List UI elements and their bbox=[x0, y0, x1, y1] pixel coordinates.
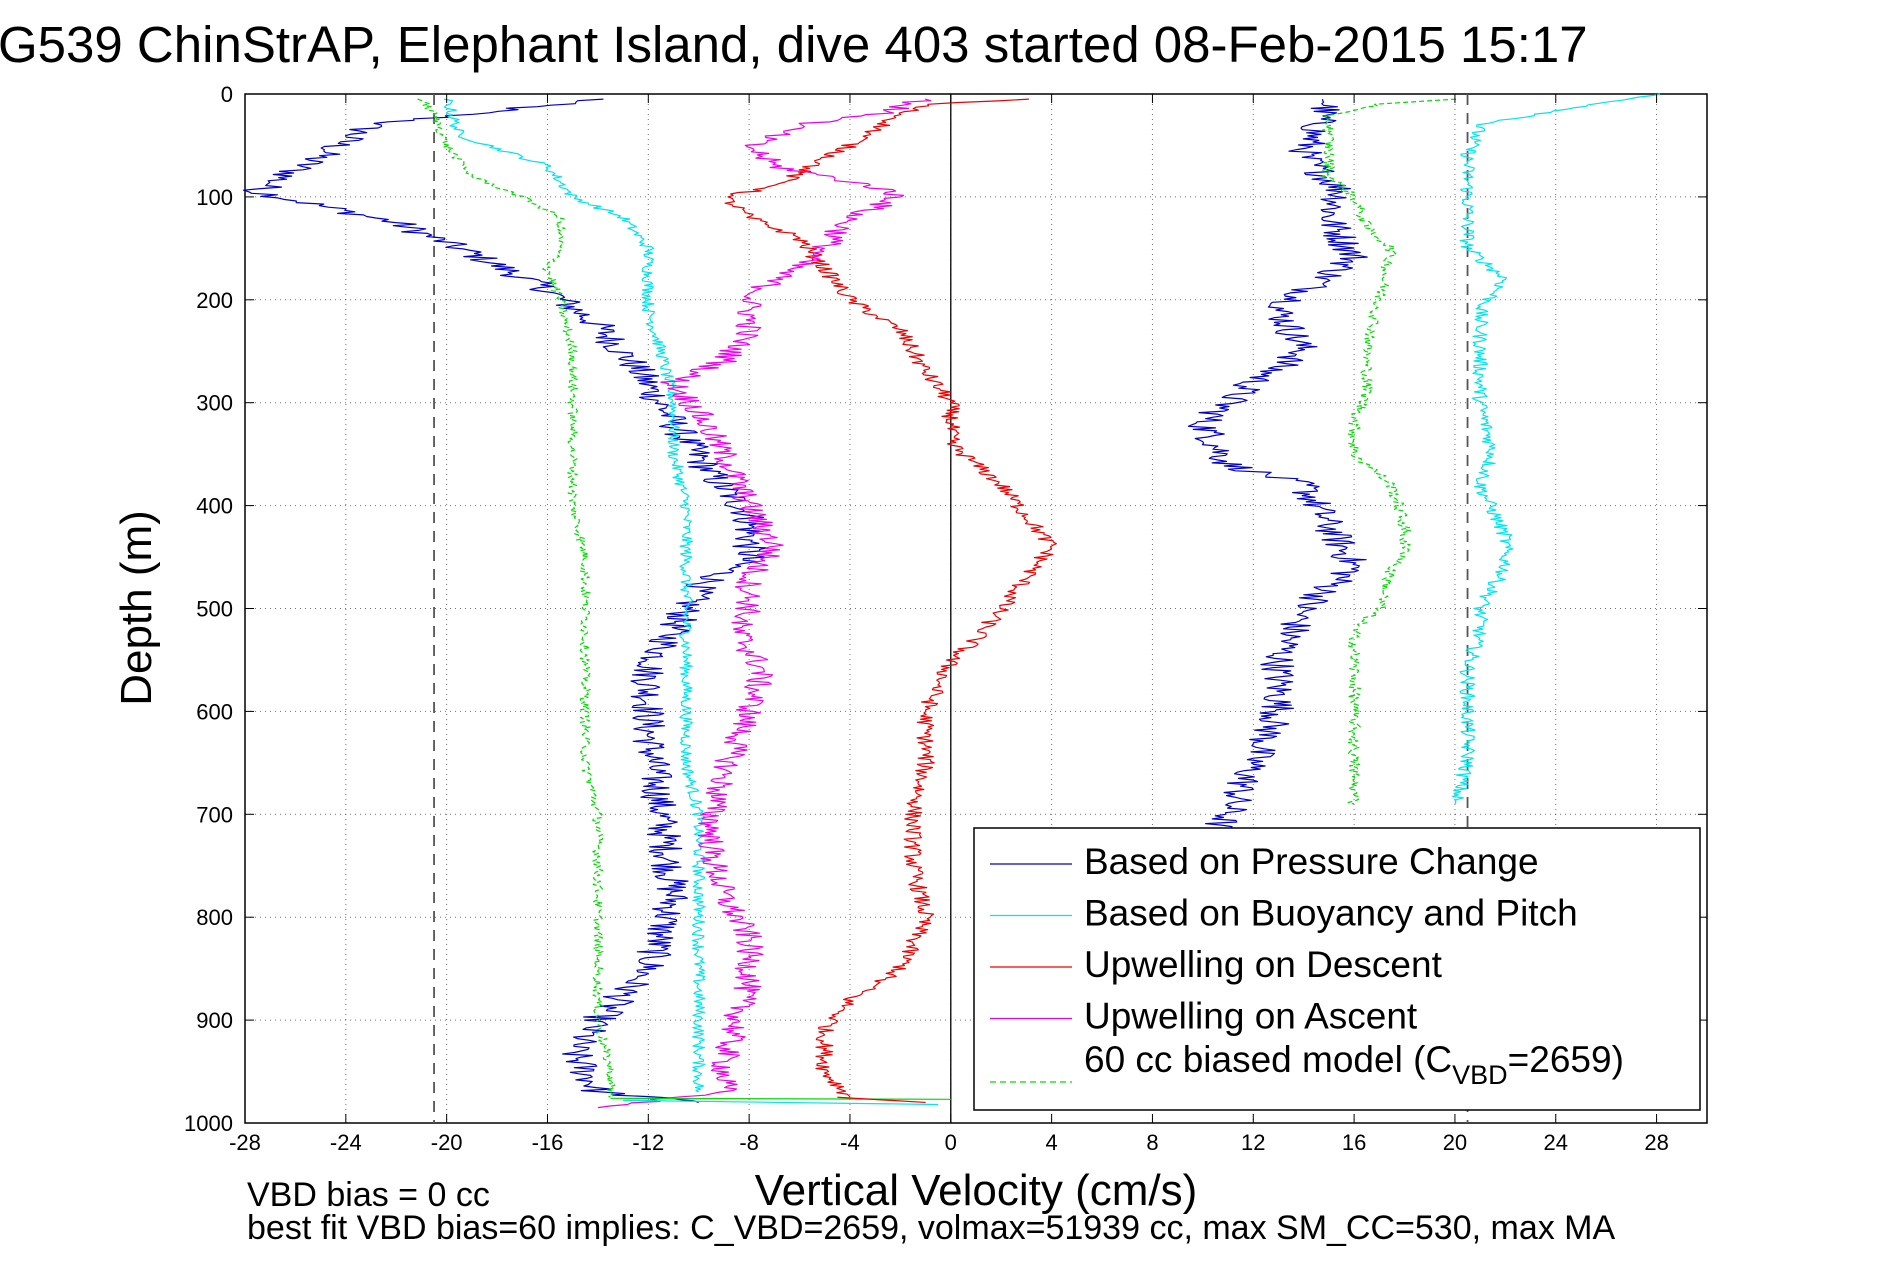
x-tick-label: -4 bbox=[840, 1130, 860, 1155]
pressure-profile-line bbox=[242, 98, 768, 1103]
descent-profile-line bbox=[724, 98, 1057, 1098]
x-tick-label: 28 bbox=[1644, 1130, 1668, 1155]
legend-box bbox=[973, 827, 1701, 1111]
buoyancy-bottom-connector bbox=[623, 1099, 939, 1106]
buoyancy-profile-line bbox=[1451, 93, 1661, 805]
y-tick-label: 600 bbox=[196, 699, 233, 724]
x-tick-label: 20 bbox=[1443, 1130, 1467, 1155]
y-tick-label: 100 bbox=[196, 185, 233, 210]
x-tick-label: 12 bbox=[1241, 1130, 1265, 1155]
x-tick-label: -28 bbox=[229, 1130, 261, 1155]
y-tick-label: 200 bbox=[196, 288, 233, 313]
x-axis-label: Vertical Velocity (cm/s) bbox=[755, 1166, 1198, 1215]
x-tick-label: 4 bbox=[1045, 1130, 1057, 1155]
buoyancy-profile-line bbox=[443, 98, 706, 1093]
x-tick-label: -8 bbox=[739, 1130, 759, 1155]
y-tick-label: 800 bbox=[196, 905, 233, 930]
data-series bbox=[242, 93, 1661, 1109]
x-tick-label: 24 bbox=[1544, 1130, 1568, 1155]
buoyancy-legend-label: Based on Buoyancy and Pitch bbox=[1084, 893, 1578, 934]
y-tick-label: 900 bbox=[196, 1008, 233, 1033]
axis-ticks: -28 -24 -20 -16 -12 -8 -4 0 4 8 12 16 20 24 28 0 100 200 3… bbox=[184, 82, 1707, 1155]
x-tick-label: -20 bbox=[431, 1130, 463, 1155]
model-bottom-connector bbox=[610, 1097, 951, 1100]
x-tick-label: 8 bbox=[1146, 1130, 1158, 1155]
pressure-profile-line bbox=[1187, 99, 1368, 831]
vbd-bias-note: VBD bias = 0 cc bbox=[247, 1176, 490, 1214]
y-tick-label: 700 bbox=[196, 802, 233, 827]
model-legend-label: 60 cc biased model (CVBD=2659) bbox=[1084, 1039, 1624, 1090]
figure-title: G539 ChinStrAP, Elephant Island, dive 40… bbox=[0, 16, 1588, 73]
y-tick-label: 400 bbox=[196, 494, 233, 519]
descent-bottom-connector bbox=[837, 1096, 926, 1104]
x-tick-label: 16 bbox=[1342, 1130, 1366, 1155]
best-fit-note: best fit VBD bias=60 implies: C_VBD=2659… bbox=[247, 1209, 1616, 1247]
ascent-legend-label: Upwelling on Ascent bbox=[1084, 996, 1418, 1037]
y-tick-label: 500 bbox=[196, 597, 233, 622]
legend: Based on Pressure Change Based on Buoyanc… bbox=[973, 827, 1701, 1111]
y-tick-label: 1000 bbox=[184, 1111, 233, 1136]
descent-legend-label: Upwelling on Descent bbox=[1084, 944, 1443, 985]
ascent-profile-line bbox=[597, 98, 932, 1109]
x-tick-label: 0 bbox=[945, 1130, 957, 1155]
y-axis-label: Depth (m) bbox=[112, 510, 161, 706]
y-tick-label: 300 bbox=[196, 391, 233, 416]
x-tick-label: -16 bbox=[532, 1130, 564, 1155]
x-tick-label: -12 bbox=[632, 1130, 664, 1155]
y-tick-label: 0 bbox=[221, 82, 233, 107]
x-tick-label: -24 bbox=[330, 1130, 362, 1155]
pressure-legend-label: Based on Pressure Change bbox=[1084, 841, 1539, 882]
